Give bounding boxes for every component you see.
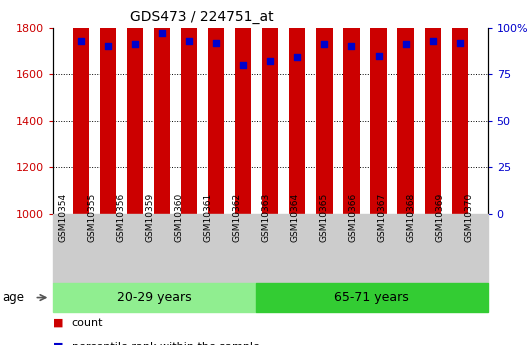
Point (239, 62, 248, 68)
Text: GSM10368: GSM10368 (406, 193, 415, 242)
Text: count: count (72, 318, 103, 327)
Point (158, 30, 166, 36)
Text: GDS473 / 224751_at: GDS473 / 224751_at (130, 10, 273, 24)
Text: GSM10363: GSM10363 (261, 193, 270, 242)
Bar (425, 0, 441, 214)
Point (293, 55, 302, 60)
Text: percentile rank within the sample: percentile rank within the sample (72, 342, 259, 345)
Text: GSM10361: GSM10361 (204, 193, 213, 242)
Text: GSM10360: GSM10360 (174, 193, 183, 242)
Text: GSM10364: GSM10364 (290, 193, 299, 242)
Text: GSM10359: GSM10359 (145, 193, 154, 242)
Point (212, 40, 220, 45)
Bar (127, 0, 143, 214)
Bar (181, 0, 197, 214)
Text: GSM10370: GSM10370 (464, 193, 473, 242)
Text: 20-29 years: 20-29 years (117, 291, 192, 304)
Text: GSM10356: GSM10356 (117, 193, 126, 242)
Text: age: age (3, 291, 25, 304)
Text: GSM10355: GSM10355 (87, 193, 96, 242)
Bar (343, 0, 359, 214)
Text: ■: ■ (53, 318, 64, 327)
Text: GSM10367: GSM10367 (377, 193, 386, 242)
Bar (100, 0, 116, 214)
Point (320, 42, 329, 47)
Bar (452, 0, 468, 214)
Point (455, 40, 464, 45)
Point (374, 53, 383, 58)
Text: GSM10369: GSM10369 (435, 193, 444, 242)
Point (401, 42, 410, 47)
Text: ■: ■ (53, 342, 64, 345)
Bar (398, 0, 414, 214)
Point (131, 42, 139, 47)
Text: 65-71 years: 65-71 years (334, 291, 409, 304)
Text: GSM10354: GSM10354 (58, 193, 67, 242)
Bar (289, 0, 305, 214)
Point (104, 43, 112, 49)
Bar (370, 0, 387, 214)
Point (266, 58, 275, 64)
Bar (208, 0, 224, 214)
Point (77, 38, 85, 43)
Point (185, 38, 193, 43)
Text: GSM10362: GSM10362 (232, 193, 241, 242)
Point (347, 43, 356, 49)
Bar (262, 0, 278, 214)
Bar (235, 0, 251, 214)
Text: GSM10365: GSM10365 (319, 193, 328, 242)
Bar (73, 0, 89, 214)
Point (428, 38, 437, 43)
Bar (316, 0, 332, 214)
Text: GSM10366: GSM10366 (348, 193, 357, 242)
Bar (154, 0, 170, 214)
